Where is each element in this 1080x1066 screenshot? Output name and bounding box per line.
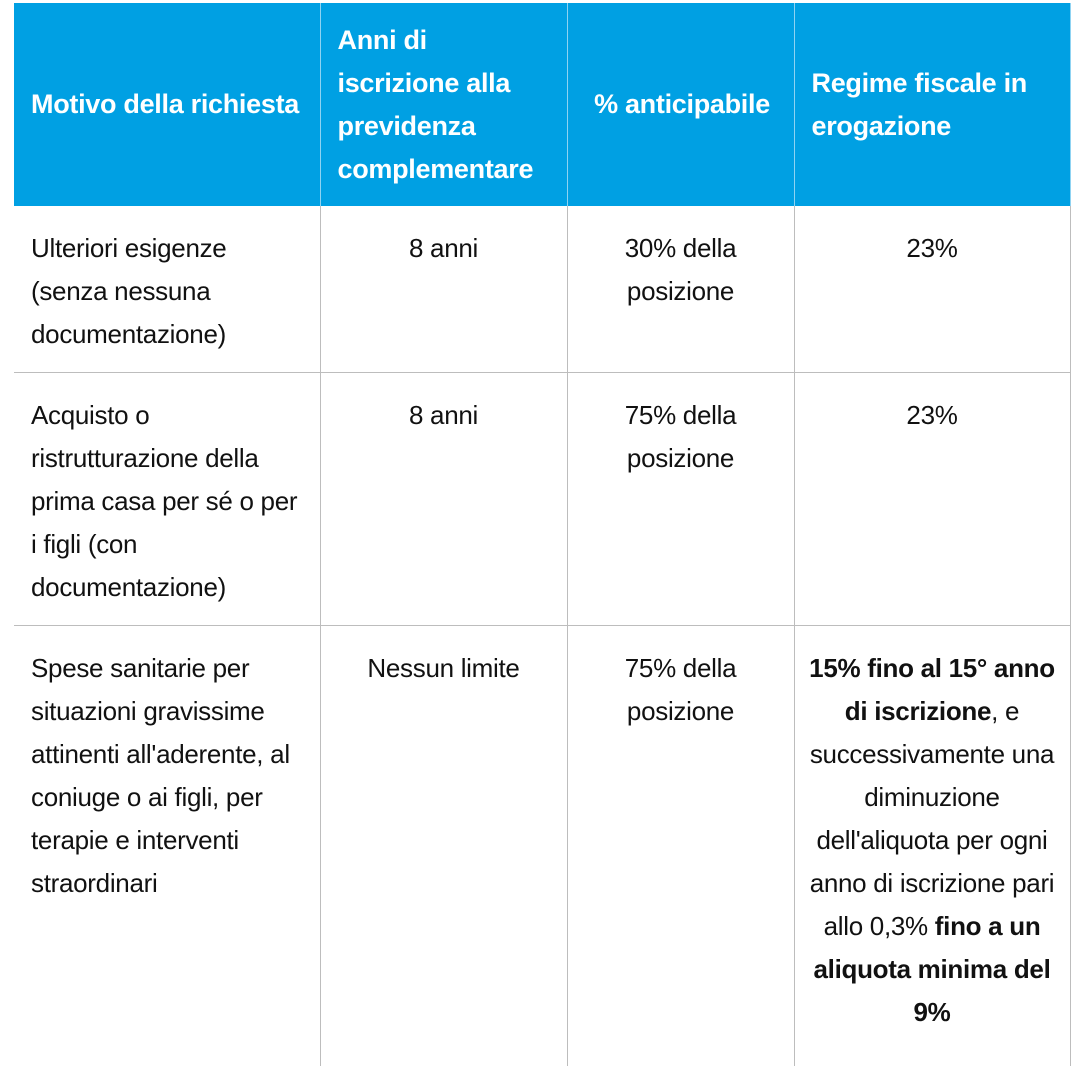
regime-bold-start: 15% fino al 15° anno di iscrizione <box>809 653 1055 726</box>
header-regime: Regime fiscale in erogazione <box>793 3 1071 206</box>
cell-anni: 8 anni <box>319 206 568 373</box>
cell-motivo: Ulteriori esigenze (senza nessuna docume… <box>14 206 321 373</box>
table-row: Ulteriori esigenze (senza nessuna docume… <box>14 206 1071 373</box>
cell-anni: Nessun limite <box>319 625 568 1066</box>
cell-motivo: Spese sanitarie per situazioni gravissim… <box>14 625 321 1066</box>
anticipazioni-table: Motivo della richiesta Anni di iscrizion… <box>14 3 1071 1066</box>
regime-bold-end: fino a un aliquota minima del 9% <box>813 911 1051 1027</box>
cell-percentuale: 75% della posizione <box>566 372 795 626</box>
table-row: Acquisto o ristrutturazione della prima … <box>14 372 1071 626</box>
header-motivo: Motivo della richiesta <box>14 3 321 206</box>
table-row: Spese sanitarie per situazioni gravissim… <box>14 625 1071 1066</box>
cell-regime: 23% <box>793 372 1071 626</box>
cell-anni: 8 anni <box>319 372 568 626</box>
cell-regime: 23% <box>793 206 1071 373</box>
cell-regime: 15% fino al 15° anno di iscrizione, e su… <box>793 625 1071 1066</box>
cell-percentuale: 30% della posizione <box>566 206 795 373</box>
cell-percentuale: 75% della posizione <box>566 625 795 1066</box>
table-header-row: Motivo della richiesta Anni di iscrizion… <box>14 3 1071 206</box>
regime-text: , e successivamente una diminuzione dell… <box>809 696 1055 941</box>
cell-motivo: Acquisto o ristrutturazione della prima … <box>14 372 321 626</box>
header-anni: Anni di iscrizione alla previdenza compl… <box>319 3 568 206</box>
header-percentuale: % anticipabile <box>566 3 795 206</box>
